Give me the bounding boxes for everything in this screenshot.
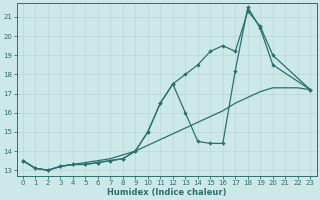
X-axis label: Humidex (Indice chaleur): Humidex (Indice chaleur) [107, 188, 226, 197]
